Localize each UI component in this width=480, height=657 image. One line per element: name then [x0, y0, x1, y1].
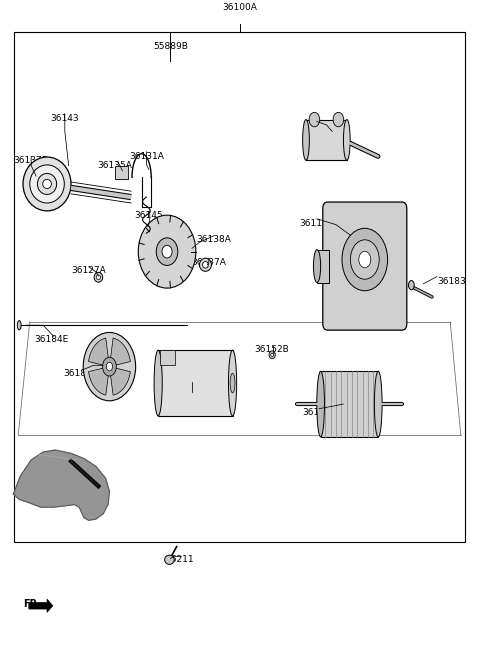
Ellipse shape: [17, 321, 21, 330]
Ellipse shape: [37, 173, 57, 194]
Ellipse shape: [94, 273, 103, 283]
Ellipse shape: [96, 275, 100, 280]
Wedge shape: [88, 338, 109, 367]
Ellipse shape: [408, 281, 414, 290]
Ellipse shape: [342, 229, 388, 290]
Ellipse shape: [200, 258, 211, 271]
Text: FR.: FR.: [23, 599, 41, 610]
Ellipse shape: [230, 373, 235, 393]
Text: 36152B: 36152B: [254, 345, 288, 354]
Bar: [306, 120, 347, 160]
Ellipse shape: [106, 363, 112, 371]
Ellipse shape: [138, 215, 196, 288]
Text: 36146A: 36146A: [302, 408, 336, 417]
Ellipse shape: [156, 238, 178, 265]
Ellipse shape: [162, 245, 172, 258]
Text: 36135A: 36135A: [98, 161, 132, 170]
Bar: [317, 250, 329, 283]
Ellipse shape: [374, 371, 382, 437]
Text: 36143: 36143: [50, 114, 79, 123]
Ellipse shape: [103, 357, 116, 376]
Ellipse shape: [271, 353, 274, 356]
Text: 36131A: 36131A: [129, 152, 164, 161]
Wedge shape: [109, 338, 131, 367]
Text: 36150: 36150: [178, 391, 206, 400]
Text: 36211: 36211: [166, 555, 194, 564]
Ellipse shape: [344, 120, 350, 160]
Text: 36180A: 36180A: [63, 369, 98, 378]
Ellipse shape: [333, 112, 344, 127]
Text: 36127A: 36127A: [72, 266, 106, 275]
Text: 36184E: 36184E: [35, 335, 69, 344]
Ellipse shape: [303, 120, 310, 160]
Ellipse shape: [83, 332, 136, 401]
Wedge shape: [109, 367, 131, 396]
Ellipse shape: [43, 179, 51, 189]
Wedge shape: [88, 367, 109, 396]
Ellipse shape: [359, 252, 371, 268]
Bar: [159, 350, 175, 365]
Bar: [321, 371, 378, 437]
FancyArrow shape: [29, 599, 53, 612]
Ellipse shape: [203, 261, 208, 268]
Bar: [14, 32, 465, 542]
Ellipse shape: [165, 555, 174, 564]
Ellipse shape: [269, 351, 275, 359]
Text: 36137A: 36137A: [192, 258, 226, 267]
Ellipse shape: [313, 250, 321, 283]
Text: 36138A: 36138A: [196, 235, 231, 244]
Bar: [115, 166, 128, 179]
Ellipse shape: [350, 240, 379, 279]
Ellipse shape: [309, 112, 320, 127]
Text: 36100A: 36100A: [223, 3, 257, 12]
Text: 36110E: 36110E: [300, 219, 334, 228]
Polygon shape: [13, 450, 109, 520]
Text: 36120: 36120: [302, 122, 331, 131]
FancyBboxPatch shape: [323, 202, 407, 330]
Text: 36137B: 36137B: [14, 156, 48, 166]
Ellipse shape: [154, 350, 162, 416]
Ellipse shape: [317, 371, 324, 437]
Ellipse shape: [30, 165, 64, 203]
Ellipse shape: [228, 350, 237, 416]
Ellipse shape: [23, 157, 71, 211]
Bar: [158, 350, 232, 416]
Text: 36183: 36183: [437, 277, 466, 286]
Text: 36145: 36145: [134, 211, 163, 220]
Text: 55889B: 55889B: [153, 42, 188, 51]
